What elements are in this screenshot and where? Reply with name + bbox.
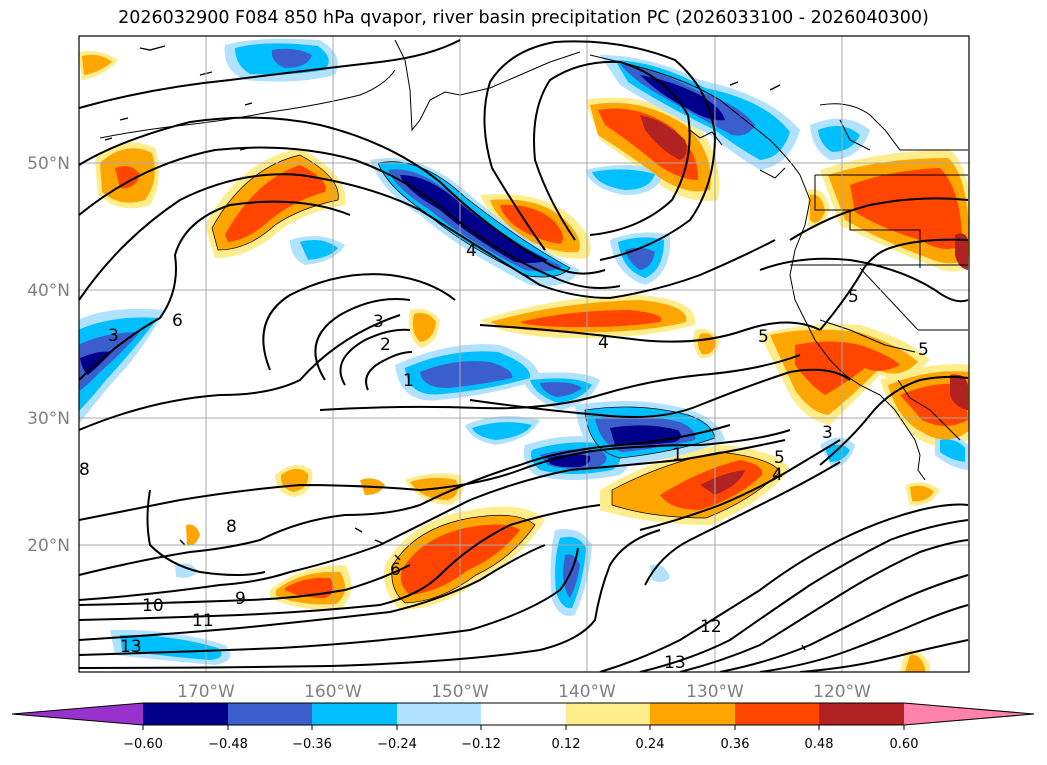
- contour-label: 1: [403, 371, 414, 391]
- islands: [104, 45, 806, 651]
- colorbar-tick-label: −0.24: [377, 737, 417, 752]
- contour-label: 5: [848, 287, 859, 307]
- colorbar-tick-label: −0.36: [292, 737, 332, 752]
- contour-label: 13: [664, 653, 686, 673]
- colorbar-bin: [819, 703, 904, 725]
- contour-label: 10: [142, 596, 164, 616]
- colorbar-bin: [312, 703, 397, 725]
- lat-label: 40°N: [27, 281, 70, 301]
- contour-label: 4: [772, 465, 783, 485]
- colorbar-tick-label: −0.12: [461, 737, 501, 752]
- colorbar-bin: [481, 703, 566, 725]
- lon-label: 140°W: [558, 682, 616, 702]
- contour-label: 4: [466, 241, 477, 261]
- chart-title: 2026032900 F084 850 hPa qvapor, river ba…: [118, 8, 929, 28]
- longitude-labels: 170°W 160°W 150°W 140°W 130°W 120°W: [177, 682, 871, 702]
- contour-label: 5: [774, 448, 785, 468]
- map-frame: [78, 35, 970, 673]
- colorbar-tick-label: 0.24: [636, 737, 665, 752]
- lon-label: 120°W: [813, 682, 871, 702]
- contour-label: 12: [700, 617, 722, 637]
- qvapor-contours: [79, 39, 969, 672]
- colorbar-bin: [735, 703, 819, 725]
- contour-label: 2: [380, 335, 391, 355]
- contour-label: 8: [226, 517, 237, 537]
- lon-label: 150°W: [431, 682, 489, 702]
- contour-label: 5: [918, 340, 929, 360]
- contour-label: 11: [192, 611, 214, 631]
- latitude-labels: 50°N 40°N 30°N 20°N: [27, 154, 70, 556]
- contour-label: 8: [79, 460, 90, 480]
- coastlines: [99, 39, 968, 481]
- lon-label: 130°W: [686, 682, 744, 702]
- colorbar: −0.60 −0.48 −0.36 −0.24 −0.12 0.12 0.24 …: [11, 702, 1035, 752]
- colorbar-tick-label: 0.36: [721, 737, 750, 752]
- colorbar-bin: [228, 703, 312, 725]
- colorbar-tick-label: 0.60: [890, 737, 919, 752]
- contour-label: 5: [758, 327, 769, 347]
- contour-label: 4: [598, 333, 609, 353]
- colorbar-tick-label: −0.48: [208, 737, 248, 752]
- contour-label: 3: [373, 312, 384, 332]
- colorbar-bin: [650, 703, 735, 725]
- contour-label: 3: [822, 423, 833, 443]
- colorbar-bin: [566, 703, 650, 725]
- lat-label: 20°N: [27, 536, 70, 556]
- lon-label: 160°W: [304, 682, 362, 702]
- lat-label: 30°N: [27, 409, 70, 429]
- contour-label: 9: [235, 589, 246, 609]
- lon-label: 170°W: [177, 682, 235, 702]
- contour-label: 3: [108, 326, 119, 346]
- colorbar-bin: [397, 703, 481, 725]
- contour-labels: 3 6 3 2 1 4 4 5 5 5 3 5 4 1 6 8 8 9 10 1…: [79, 241, 929, 673]
- contour-label: 6: [390, 560, 401, 580]
- contour-label: 13: [120, 637, 142, 657]
- colorbar-tick-label: 0.12: [552, 737, 581, 752]
- lat-label: 50°N: [27, 154, 70, 174]
- colorbar-extend-low: [12, 703, 143, 725]
- colorbar-extend-high: [904, 703, 1034, 725]
- colorbar-tick-label: −0.60: [123, 737, 163, 752]
- contour-label: 1: [672, 445, 683, 465]
- colorbar-tick-label: 0.48: [805, 737, 834, 752]
- contour-label: 6: [172, 311, 183, 331]
- colorbar-bin: [143, 703, 228, 725]
